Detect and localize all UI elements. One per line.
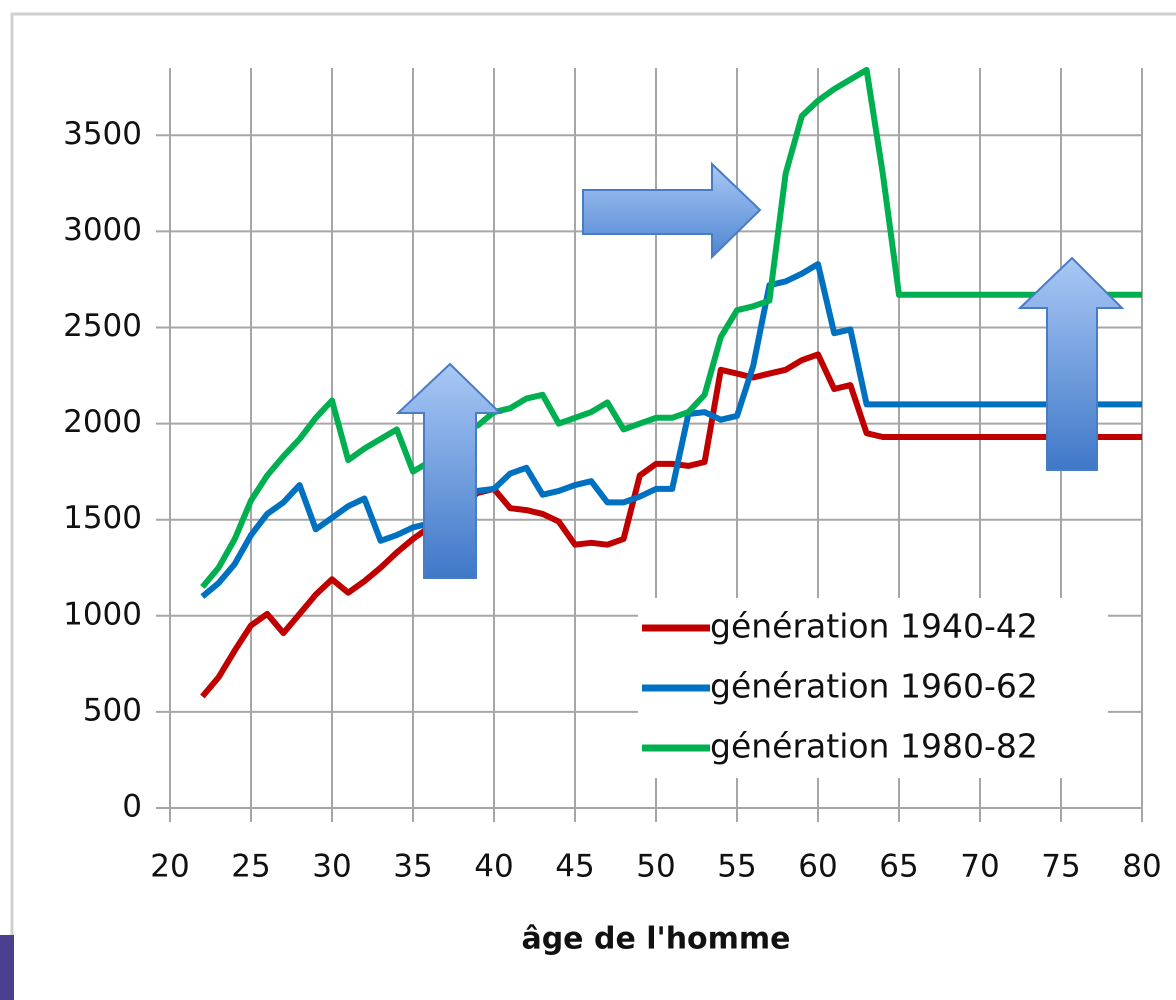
data-line [200, 261, 1142, 599]
x-tick-label: 65 [879, 849, 918, 885]
x-tick-label: 25 [231, 849, 270, 885]
legend-box [638, 598, 1108, 778]
y-tick-label: 500 [83, 692, 142, 728]
y-tick-label: 2500 [63, 308, 142, 344]
y-tick-label: 1500 [63, 500, 142, 536]
x-tick-label: 70 [960, 849, 999, 885]
y-tick-label: 3000 [63, 212, 142, 248]
x-tick-label: 30 [312, 849, 351, 885]
y-tick-label: 0 [122, 789, 142, 825]
arrow-right [582, 161, 762, 260]
y-tick-label: 3500 [63, 116, 142, 152]
x-tick-label: 75 [1041, 849, 1080, 885]
x-tick-label: 40 [474, 849, 513, 885]
x-tick-label: 35 [393, 849, 432, 885]
corner-decoration [0, 935, 14, 1000]
legend-label: génération 1940-42 [710, 607, 1038, 646]
x-axis-label: âge de l'homme [521, 922, 790, 957]
x-tick-label: 80 [1122, 849, 1161, 885]
x-tick-label: 60 [798, 849, 837, 885]
x-tick-label: 45 [555, 849, 594, 885]
legend-label: génération 1960-62 [710, 667, 1038, 706]
arrow-up [395, 362, 503, 579]
legend-label: génération 1980-82 [710, 727, 1038, 766]
arrows [395, 161, 1125, 579]
arrow-up [1017, 256, 1125, 471]
data-line [200, 351, 1142, 699]
x-tick-label: 20 [150, 849, 189, 885]
y-tick-label: 1000 [63, 596, 142, 632]
x-tick-label: 55 [717, 849, 756, 885]
plot-area: 0 500 1000 1500 2000 2500 3000 3500 20 25 30 35 40 45… [63, 66, 1162, 885]
data-line [200, 66, 1142, 589]
frame [10, 12, 1176, 1000]
y-tick-label: 2000 [63, 404, 142, 440]
x-tick-label: 50 [636, 849, 675, 885]
